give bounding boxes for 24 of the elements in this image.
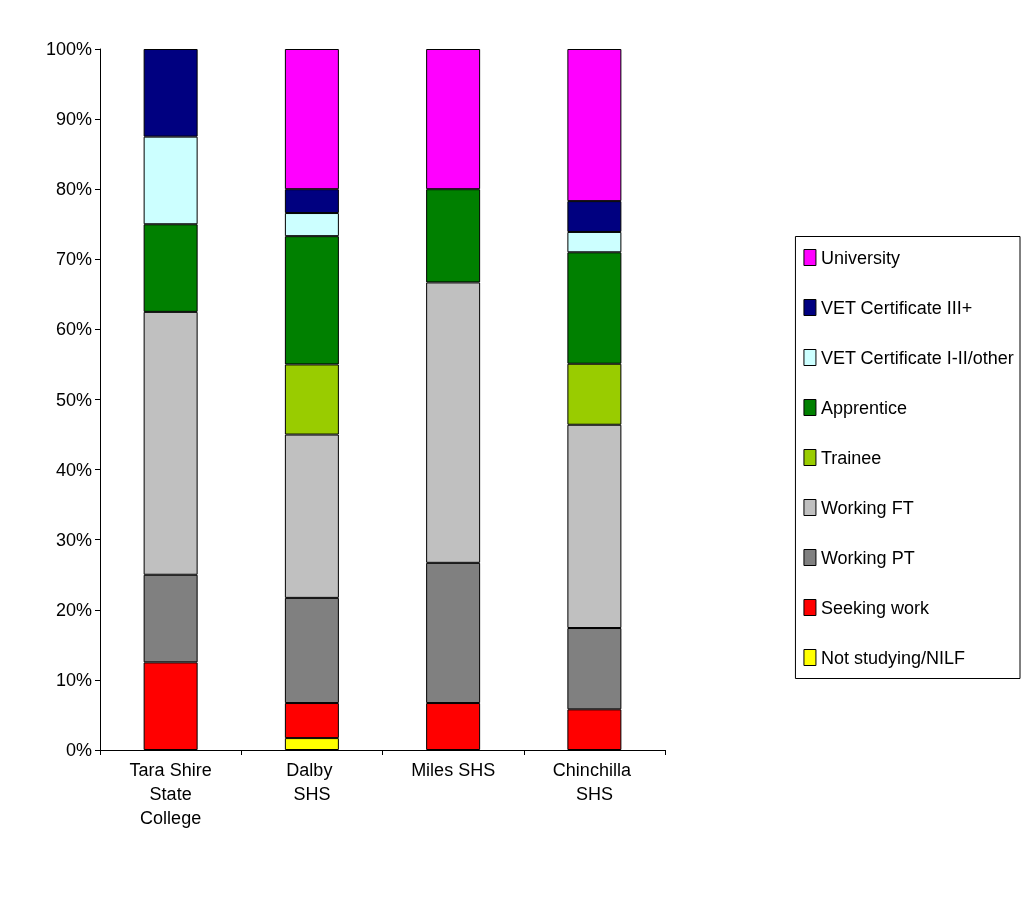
y-tick-label: 80% xyxy=(55,179,92,200)
y-tick-label: 50% xyxy=(55,389,92,410)
y-tick-label: 70% xyxy=(55,249,92,270)
legend-label: Working FT xyxy=(820,497,914,518)
y-tick-label: 100% xyxy=(45,39,92,59)
y-tick-label: 40% xyxy=(55,459,92,480)
y-tick-label: 20% xyxy=(55,599,92,620)
y-tick-label: 90% xyxy=(55,109,92,130)
x-tick-label: Chinchilla SHS xyxy=(552,760,636,804)
x-tick-label: Miles SHS xyxy=(411,760,496,780)
y-tick-label: 30% xyxy=(55,529,92,550)
legend-label: VET Certificate III+ xyxy=(820,297,973,318)
legend-label: Seeking work xyxy=(820,597,930,618)
y-tick-label: 10% xyxy=(55,669,92,690)
x-tick-label: Dalby SHS xyxy=(286,760,338,804)
legend-label: Working PT xyxy=(820,547,915,568)
legend-label: VET Certificate I-II/other xyxy=(820,347,1014,368)
legend-label: University xyxy=(820,247,900,268)
x-tick-label: Tara Shire State College xyxy=(129,760,212,828)
legend-label: Apprentice xyxy=(820,397,907,418)
y-tick-label: 60% xyxy=(55,319,92,340)
y-tick-label: 0% xyxy=(65,740,92,760)
legend-label: Trainee xyxy=(820,447,882,468)
legend-label: Not studying/NILF xyxy=(820,647,966,668)
